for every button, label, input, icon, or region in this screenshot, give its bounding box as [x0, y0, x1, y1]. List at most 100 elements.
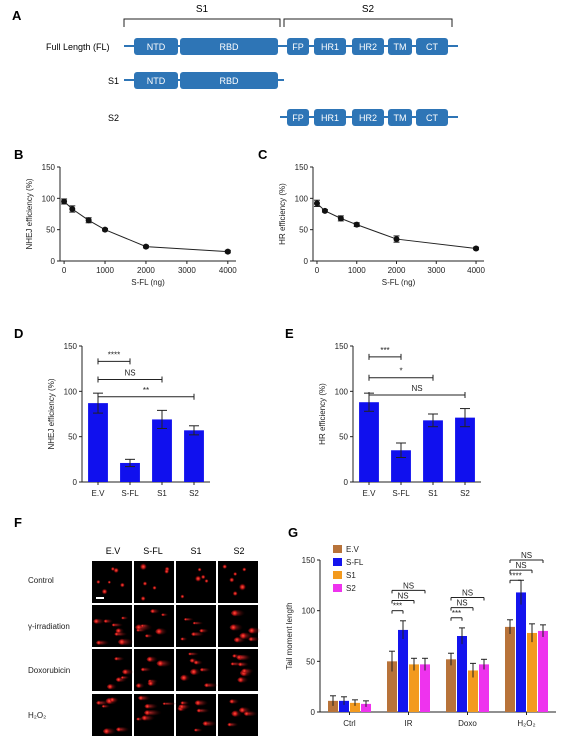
panel-g-legend-swatch — [333, 545, 342, 553]
panel-c-data-point — [321, 207, 328, 214]
panel-e-y-tick-label: 150 — [335, 342, 349, 351]
panel-g-bar — [387, 661, 397, 712]
domain-s2-hr1 — [314, 109, 346, 126]
domain-s1-ntd-label: NTD — [147, 76, 166, 86]
comet-nucleus — [152, 585, 157, 591]
comet-nucleus — [232, 590, 238, 597]
col-label-s1: S1 — [190, 546, 201, 556]
comet-nucleus — [239, 632, 247, 640]
panel-c-x-tick-label: 0 — [315, 266, 320, 275]
domain-rbd — [180, 38, 278, 55]
comet-nucleus — [135, 682, 142, 689]
comet-nucleus — [192, 621, 196, 625]
panel-g-bar — [446, 659, 456, 712]
panel-b-data-point — [85, 217, 92, 224]
panel-d-y-tick-label: 50 — [68, 433, 77, 442]
comet-nucleus — [189, 658, 195, 664]
panel-g-legend-label: S2 — [346, 584, 356, 593]
comet-nucleus — [161, 613, 165, 617]
panel-d-x-tick-label: S1 — [157, 489, 167, 498]
comet-nucleus — [229, 623, 237, 631]
panel-c-data-point — [313, 200, 320, 207]
panel-g-y-tick-label: 150 — [302, 556, 316, 565]
comet-nucleus — [147, 680, 154, 687]
comet-nucleus — [188, 652, 192, 656]
panel-g-sig-label: NS — [456, 599, 467, 608]
panel-c-x-tick-label: 3000 — [427, 266, 445, 275]
domain-fp — [287, 38, 309, 55]
panel-e-bar — [423, 420, 443, 482]
panel-g-y-axis-title: Tail moment length — [285, 602, 294, 669]
domain-s2-hr2-label: HR2 — [359, 113, 377, 123]
panel-e-y-tick-label: 50 — [339, 433, 348, 442]
panel-g-legend-label: S-FL — [346, 558, 364, 567]
panel-d-x-tick-label: E.V — [92, 489, 106, 498]
domain-s1-rbd-label: RBD — [219, 76, 239, 86]
panel-c-y-tick-label: 0 — [304, 257, 309, 266]
domain-s2-fp-label: FP — [292, 113, 304, 123]
panel-g-legend-swatch — [333, 571, 342, 579]
comet-nucleus — [231, 609, 239, 617]
panel-b-data-point — [102, 226, 109, 233]
domain-s2-ct-label: CT — [426, 113, 438, 123]
brace-s2 — [283, 18, 453, 27]
domain-s2-tm-label: TM — [394, 113, 407, 123]
panel-g-bar — [409, 664, 419, 712]
panel-d-sig-label: **** — [108, 350, 120, 359]
row-label-h2o2: H₂O₂ — [28, 711, 46, 720]
row-label-control: Control — [28, 576, 54, 585]
panel-g-y-tick-label: 100 — [302, 607, 316, 616]
panel-g-sig-label: *** — [452, 609, 461, 618]
panel-b-y-tick-label: 150 — [42, 163, 56, 172]
comet-nucleus — [229, 698, 235, 704]
panel-b-x-tick-label: 2000 — [137, 266, 155, 275]
panel-g-legend-swatch — [333, 584, 342, 592]
comet-nucleus — [190, 668, 198, 676]
panel-letter-a: A — [12, 8, 22, 23]
panel-e-bar — [391, 450, 411, 482]
comet-nucleus — [222, 564, 228, 570]
panel-e-x-tick-label: S2 — [460, 489, 470, 498]
panel-g-bar — [457, 636, 467, 712]
panel-g-sig-label: *** — [393, 602, 402, 611]
comet-nucleus — [111, 623, 116, 627]
comet-nucleus — [140, 595, 146, 602]
comet-nucleus — [231, 710, 239, 718]
comet-nucleus — [144, 709, 151, 716]
panel-e-y-tick-label: 0 — [344, 478, 349, 487]
comet-nucleus — [194, 575, 202, 582]
comet-nucleus — [144, 703, 151, 709]
panel-d-bar-chart: 0 50 100 150 NHEJ efficiency (%) E.V S-FL S1 S2 *… — [47, 342, 210, 498]
comet-tail — [162, 702, 177, 706]
panel-c-data-point — [337, 215, 344, 222]
comet-nucleus — [238, 583, 247, 591]
comet-nucleus — [144, 633, 149, 638]
comet-nucleus — [109, 697, 115, 703]
panel-e-sig-label: NS — [411, 384, 422, 393]
panel-c-x-tick-label: 1000 — [348, 266, 366, 275]
panel-b-y-tick-label: 0 — [51, 257, 56, 266]
panel-d-x-tick-label: S-FL — [121, 489, 139, 498]
comet-nucleus — [204, 578, 209, 584]
domain-ct-label: CT — [426, 42, 438, 52]
panel-g-bar — [361, 703, 371, 712]
domain-s1-rbd — [180, 72, 278, 89]
panel-c-data-point — [393, 236, 400, 243]
domain-fp-label: FP — [292, 42, 304, 52]
panel-d-y-tick-label: 150 — [64, 342, 78, 351]
comet-nucleus — [103, 619, 108, 624]
brace-label-s1: S1 — [196, 4, 209, 15]
comet-nucleus — [113, 567, 119, 574]
panel-g-sig-label: NS — [515, 561, 526, 570]
comet-nucleus — [180, 674, 188, 682]
comet-nucleus — [191, 631, 196, 637]
comet-nucleus — [179, 704, 185, 710]
panel-g-bar — [538, 630, 548, 712]
panel-g-y-tick-label: 0 — [311, 708, 316, 717]
panel-f-comet-grid: E.V S-FL S1 S2 Control γ-irradiation Dox… — [28, 546, 261, 736]
domain-hr1 — [314, 38, 346, 55]
panel-e-y-tick-label: 100 — [335, 387, 349, 396]
panel-e-x-tick-label: S1 — [428, 489, 438, 498]
comet-nucleus — [193, 660, 199, 665]
panel-d-bar — [88, 403, 108, 482]
